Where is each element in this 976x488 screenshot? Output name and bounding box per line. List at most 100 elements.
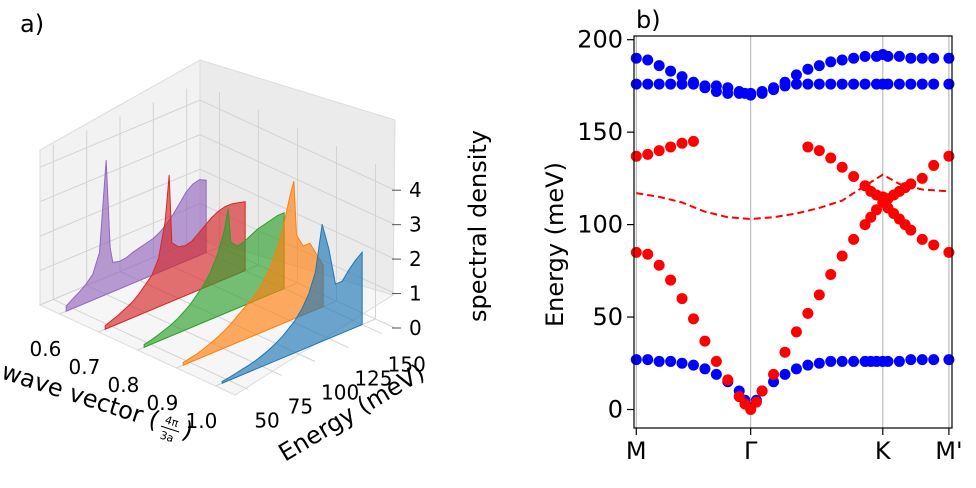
energy-tick-label: 50 [254,408,279,432]
data-point-blue_upper [790,69,802,81]
data-point-red_lower [665,274,677,286]
data-point-blue_mid [653,78,665,90]
wavevector-tick-label: 0.8 [108,373,140,397]
data-point-blue_acoustic [642,354,654,366]
data-point-red_upper [630,150,642,162]
data-point-blue_mid [710,80,722,92]
data-point-blue_acoustic [825,355,837,367]
data-point-red_lower [865,211,877,223]
data-point-blue_upper [665,65,677,77]
data-point-red_upper [813,145,825,157]
x-tick-label: Γ [744,437,758,465]
x-tick-label: M [626,437,647,465]
panel-a-label: a) [20,10,44,38]
data-point-blue_acoustic [653,355,665,367]
data-point-blue_acoustic [630,354,642,366]
data-point-blue_mid [790,78,802,90]
data-point-red_upper [916,172,928,184]
data-point-red_lower [916,233,928,245]
data-point-blue_upper [943,52,955,64]
data-point-blue_upper [825,56,837,68]
data-point-red_upper [665,141,677,153]
data-point-blue_mid [848,78,860,90]
data-point-blue_mid [813,78,825,90]
energy-tick-label: 100 [321,381,359,405]
data-point-blue_mid [699,80,711,92]
panel-b-dispersion-plot: b) 0 50 100 150 200 M Γ K M' Energy (meV) [541,6,963,465]
grid-line-z [39,99,396,191]
data-point-blue_mid [779,80,791,92]
data-point-red_lower [745,404,757,416]
spectral-curve-k=0.7 [104,174,246,330]
data-point-blue_upper [642,54,654,66]
data-point-blue_upper [859,50,871,62]
data-point-blue_mid [928,78,940,90]
data-point-blue_acoustic [882,355,894,367]
data-point-blue_upper [813,60,825,72]
data-point-blue_acoustic [848,355,860,367]
spectral-density-curves [65,160,363,384]
data-point-blue_acoustic [928,354,940,366]
wavevector-tick-label: 0.7 [69,355,101,379]
x-tick-labels: M Γ K M' [626,428,963,465]
data-point-red_lower [928,239,940,251]
data-point-blue_upper [848,52,860,64]
data-point-red_upper [825,152,837,164]
data-point-blue_mid [943,78,955,90]
data-point-red_lower [687,313,699,325]
plot-frame [633,35,953,429]
dashed-line-red_dashed [636,173,949,221]
dispersion-points [630,48,955,416]
y-tick-label: 150 [577,118,623,146]
y-tick-label: 200 [577,26,623,54]
density-tick-label: 1 [409,282,422,306]
data-point-blue_mid [916,78,928,90]
data-point-blue_upper [630,52,642,64]
wavevector-tick-label: 1.0 [186,409,218,433]
data-point-blue_acoustic [893,355,905,367]
data-point-blue_acoustic [676,357,688,369]
data-point-blue_acoustic [699,363,711,375]
data-point-red_lower [813,289,825,301]
energy-tick-label: 150 [388,353,426,377]
data-point-red_lower [859,219,871,231]
dashed-curve [636,173,949,221]
y-tick-label: 100 [577,211,623,239]
data-point-blue_acoustic [943,354,955,366]
data-point-red_upper [928,159,940,171]
data-point-blue_acoustic [916,354,928,366]
data-point-red_lower [733,391,745,403]
data-point-red_lower [676,293,688,305]
data-point-red_lower [630,246,642,258]
fraction-denominator: 3a [158,429,175,446]
data-point-blue_mid [768,82,780,94]
x-tick-label: M' [935,437,962,465]
data-point-blue_mid [733,85,745,97]
fraction-numerator: 4π [163,413,180,430]
data-point-red_upper [653,145,665,157]
data-point-blue_upper [916,52,928,64]
data-point-blue_acoustic [779,368,791,380]
data-point-blue_acoustic [790,363,802,375]
data-point-red_lower [642,248,654,260]
data-point-blue_mid [825,78,837,90]
data-point-red_lower [905,224,917,236]
data-point-red_upper [836,161,848,173]
grid-line-z [39,168,396,260]
data-point-red_lower [750,396,762,408]
density-tick-labels: 0 1 2 3 4 [392,178,422,340]
data-point-red_upper [943,150,955,162]
energy-tick-label: 125 [354,367,392,391]
wavevector-tick-labels: 0.6 0.7 0.8 0.9 1.0 [30,337,218,433]
energy-axis-label-b: Energy (meV) [541,162,569,327]
data-point-red_upper [642,148,654,160]
data-point-red_lower [848,233,860,245]
data-point-blue_upper [928,52,940,64]
data-point-blue_upper [802,63,814,75]
data-point-blue_upper [882,50,894,62]
data-point-blue_mid [722,82,734,94]
spectral-curve-k=1.0 [221,224,363,384]
data-point-red_lower [756,385,768,397]
